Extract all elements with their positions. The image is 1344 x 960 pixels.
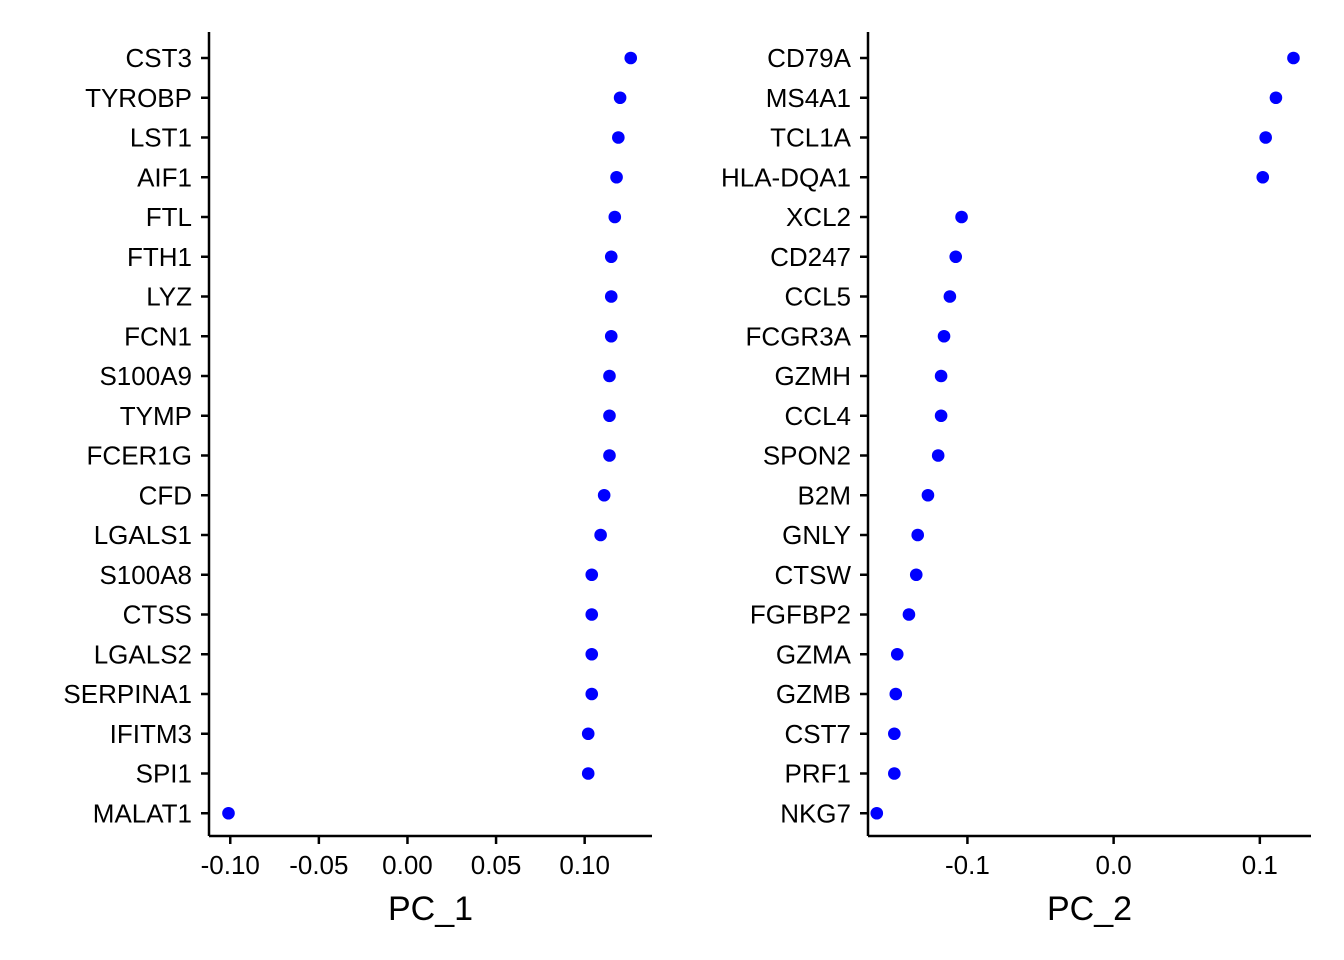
y-tick-label: NKG7 [780,798,851,828]
x-axis-title: PC_2 [1047,890,1132,928]
y-tick-label: CCL4 [785,401,851,431]
y-tick-label: LGALS1 [94,520,192,550]
data-point [585,568,599,582]
y-tick-label: FCGR3A [746,321,852,351]
data-point [890,647,904,661]
y-tick-label: TYMP [120,401,192,431]
y-tick-label: MALAT1 [93,798,192,828]
y-tick-label: LST1 [130,123,192,153]
y-tick-label: CD79A [767,43,851,73]
data-point [604,290,618,303]
panel-pc2: CD79A MS4A1 TCL1A HLA-DQA1 XCL2 CD247 CCL5 FCGR… [721,32,1311,928]
data-point [902,608,916,621]
data-point [604,329,618,343]
x-tick-label: 0.05 [471,850,522,880]
data-point [581,727,595,741]
data-point [937,329,951,343]
y-tick-label: FTL [146,202,192,232]
data-point [612,131,625,144]
data-point [1269,91,1283,105]
data-point [888,727,901,741]
y-tick-label: MS4A1 [766,83,851,113]
y-tick-label: TCL1A [770,123,852,153]
data-point [613,91,627,105]
data-point [585,647,599,661]
y-tick-label: HLA-DQA1 [721,162,851,192]
data-point [889,687,903,701]
data-point [931,449,945,462]
y-tick-label: S100A8 [99,560,192,590]
y-tick-label: FCER1G [87,441,192,471]
y-tick-label: PRF1 [785,759,851,789]
data-point [585,687,599,701]
data-point [1259,131,1272,144]
data-point [603,449,616,462]
data-point [888,767,901,780]
data-point [911,528,925,542]
y-tick-label: S100A9 [99,361,192,391]
x-tick-label: 0.00 [382,850,433,880]
y-tick-label: GZMA [776,639,852,669]
x-tick-label: 0.0 [1096,850,1132,880]
y-tick-label: FTH1 [127,242,192,272]
y-tick-label: GZMH [774,361,851,391]
data-point [921,488,935,502]
data-point [597,488,611,502]
data-point [603,369,616,383]
x-tick-label: -0.1 [945,850,990,880]
y-tick-label: SERPINA1 [63,679,192,709]
y-tick-label: B2M [798,480,851,510]
data-point [603,409,616,423]
data-point [610,170,623,184]
y-tick-label: SPI1 [136,759,192,789]
data-point [585,608,599,621]
data-point [870,806,884,820]
data-point [594,528,607,542]
y-tick-label: XCL2 [786,202,851,232]
y-tick-label: CST7 [785,719,851,749]
data-point [222,806,235,820]
x-tick-label: -0.10 [201,850,260,880]
y-tick-label: CD247 [770,242,851,272]
y-tick-label: TYROBP [85,83,192,113]
data-point [608,210,622,224]
y-tick-label: IFITM3 [110,719,192,749]
y-tick-label: CST3 [126,43,192,73]
data-point [943,290,957,303]
data-point [909,568,923,582]
y-tick-label: LGALS2 [94,639,192,669]
data-point [1256,170,1270,184]
data-point [1287,51,1300,65]
data-point [949,250,963,264]
y-tick-label: FCN1 [124,321,192,351]
data-point [581,767,595,780]
y-tick-label: FGFBP2 [750,600,851,630]
x-axis-title: PC_1 [388,890,473,928]
panel-pc1: CST3 TYROBP LST1 AIF1 FTL FTH1 LYZ FCN1 S100A9 TY… [63,32,652,928]
y-tick-label: CFD [139,480,192,510]
y-tick-label: GZMB [776,679,851,709]
data-point [934,369,948,383]
data-point [934,409,948,423]
y-tick-label: AIF1 [137,162,192,192]
y-tick-label: LYZ [146,282,192,312]
x-tick-label: -0.05 [289,850,348,880]
x-tick-label: 0.10 [559,850,610,880]
y-tick-label: SPON2 [763,441,851,471]
y-tick-label: GNLY [782,520,851,550]
y-tick-label: CTSS [123,600,192,630]
data-point [624,51,638,65]
x-tick-label: 0.1 [1242,850,1278,880]
data-point [604,250,618,264]
y-tick-label: CTSW [774,560,851,590]
data-point [955,210,968,224]
y-tick-label: CCL5 [785,282,851,312]
